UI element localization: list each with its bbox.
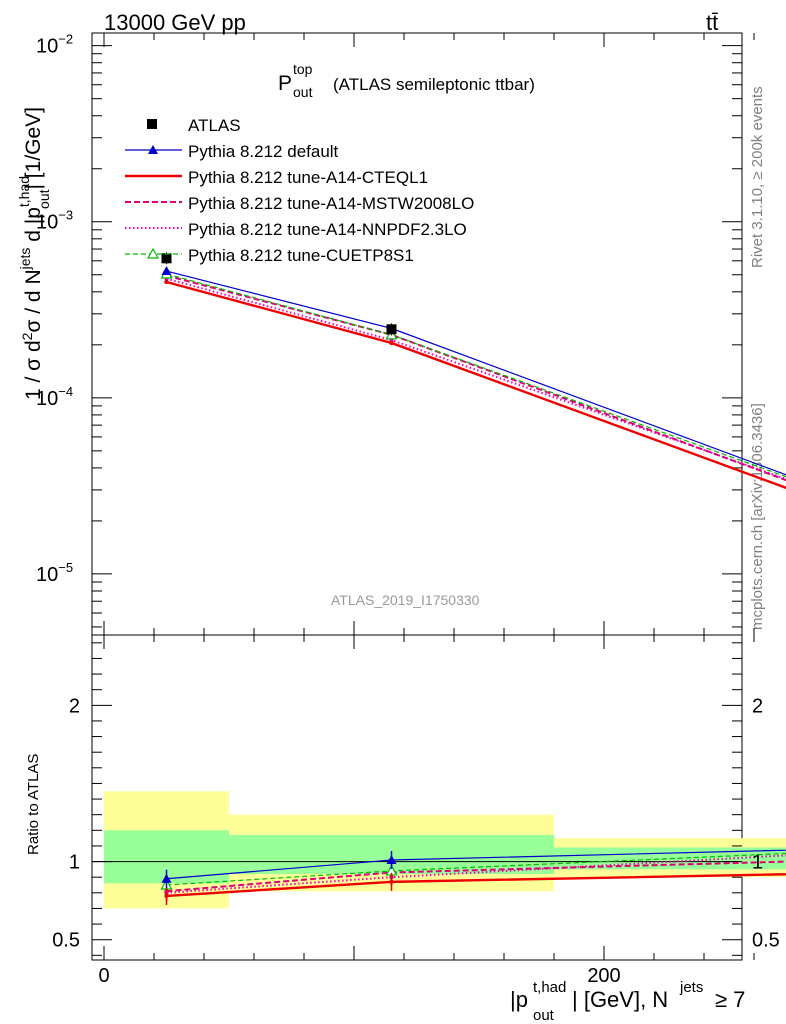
site-label: mcplots.cern.ch [arXiv:1306.3436] [749, 403, 766, 630]
ratio-series [160, 849, 786, 905]
svg-text:top: top [293, 61, 313, 77]
rivet-label: Rivet 3.1.10, ≥ 200k events [749, 86, 766, 268]
legend-marker-default [148, 145, 158, 154]
ratio-y-axis-label: Ratio to ATLAS [25, 754, 42, 855]
ratio-point-cteql1-1 [389, 879, 394, 885]
uncertainty-bands [104, 791, 786, 909]
main-y-tick-label: 10−4 [36, 384, 73, 410]
process-label: tt̄ [706, 10, 718, 35]
ratio-panel-frame [91, 634, 743, 961]
x-axis-label: |p t,had out | [GeV], N jets ≥ 7 [510, 979, 745, 1024]
main-y-tick-label: 10−5 [36, 560, 73, 586]
ratio-point-cteql1-0 [164, 893, 169, 899]
ratio-y-tick-label-right: 1 [752, 852, 763, 874]
title-sub: out [293, 84, 313, 100]
ratio-point-default-1 [386, 855, 397, 864]
title-main: P [278, 72, 292, 95]
ratio-y-tick-label-right: 2 [752, 695, 763, 717]
legend-marker-cuetp8s1 [146, 247, 160, 259]
svg-text:t,had: t,had [533, 979, 566, 996]
legend-label-default: Pythia 8.212 default [188, 142, 339, 161]
data-point-1 [386, 324, 397, 335]
main-series [160, 252, 786, 490]
line-mstw [166, 274, 786, 482]
main-y-tick-label: 10−3 [36, 208, 73, 234]
legend-label-cuetp8s1: Pythia 8.212 tune-CUETP8S1 [188, 246, 414, 265]
line-nnpdf [166, 277, 786, 480]
point-cteql1-1 [389, 340, 394, 346]
legend-label-atlas: ATLAS [188, 116, 241, 135]
ratio-y-tick-label: 2 [69, 695, 80, 717]
ratio-y-tick-label: 0.5 [52, 930, 80, 952]
analysis-label: ATLAS_2019_I1750330 [331, 592, 480, 608]
ratio-point-default-0 [161, 873, 172, 883]
svg-text:≥ 7: ≥ 7 [715, 987, 745, 1012]
main-y-tick-label: 10−2 [36, 32, 73, 58]
svg-text:| [GeV], N: | [GeV], N [572, 987, 668, 1012]
svg-text:(ATLAS semileptonic ttbar): (ATLAS semileptonic ttbar) [333, 75, 535, 94]
line-cuetp8s1 [166, 273, 786, 478]
svg-text:out: out [533, 1007, 555, 1024]
main-y-axis-label: 1 / σ d2σ / d Njets d |pt,had out| [1/GeV… [16, 107, 52, 400]
legend-label-nnpdf: Pythia 8.212 tune-A14-NNPDF2.3LO [188, 220, 467, 239]
title-rest: (ATLAS semileptonic ttbar) [333, 75, 535, 94]
svg-text:jets: jets [679, 979, 703, 996]
data-point-0 [161, 253, 172, 264]
axis-ticks [92, 33, 755, 960]
svg-text:out: out [293, 84, 313, 100]
title-sup: top [293, 61, 313, 77]
plot-title: P top out (ATLAS semileptonic ttbar) [278, 61, 535, 100]
point-default-0 [161, 266, 172, 276]
legend-marker-atlas [147, 119, 157, 129]
x-tick-label: 200 [587, 965, 620, 987]
ratio-y-tick-label-right: 0.5 [752, 930, 780, 952]
ratio-y-tick-label: 1 [69, 852, 80, 874]
line-default [166, 270, 786, 476]
svg-text:P: P [278, 72, 292, 95]
energy-label: 13000 GeV pp [104, 10, 246, 35]
point-cteql1-0 [164, 279, 169, 285]
legend: ATLAS Pythia 8.212 default Pythia 8.212 tu… [125, 116, 474, 265]
line-cteql1 [166, 280, 786, 490]
x-tick-label: 0 [98, 965, 109, 987]
legend-label-mstw: Pythia 8.212 tune-A14-MSTW2008LO [188, 194, 474, 213]
legend-label-cteql1: Pythia 8.212 tune-A14-CTEQL1 [188, 168, 428, 187]
svg-text:|p: |p [510, 987, 528, 1012]
